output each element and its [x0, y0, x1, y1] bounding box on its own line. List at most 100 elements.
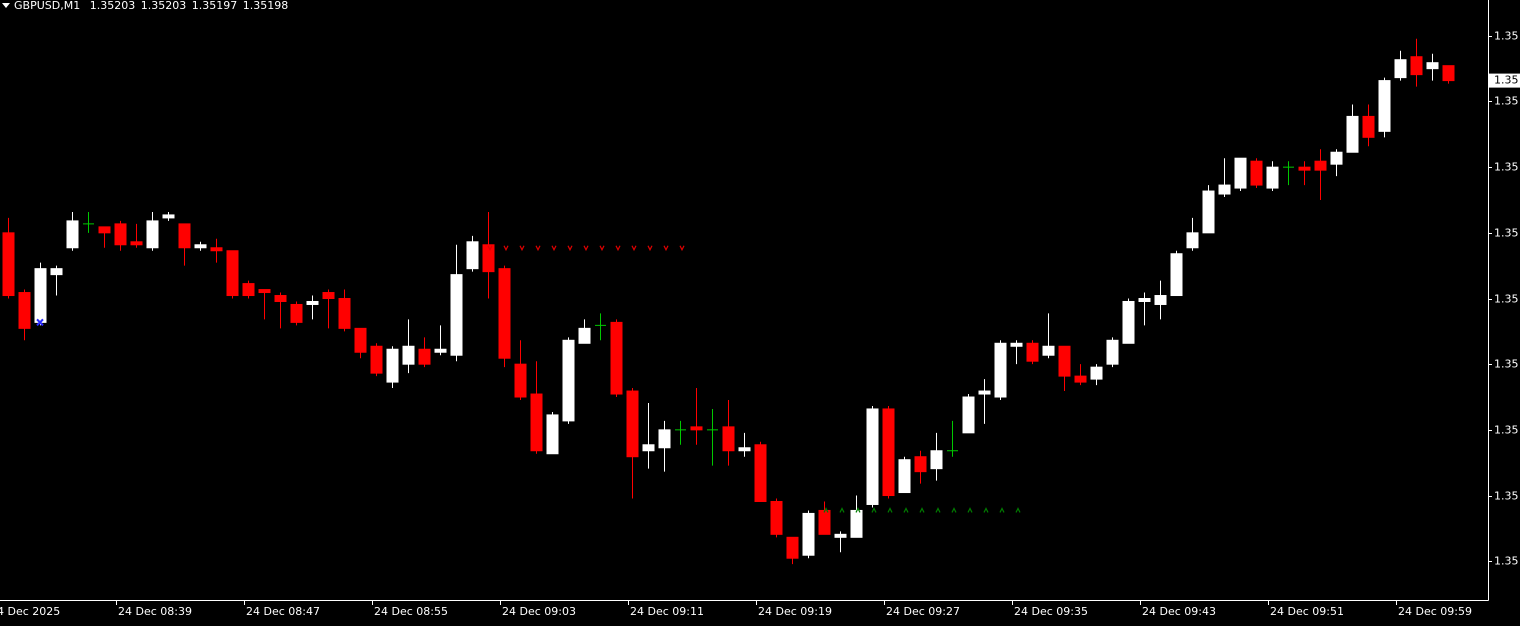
candle-body	[546, 414, 559, 455]
candle-body	[370, 345, 383, 374]
candle-body	[754, 444, 767, 502]
candle-body	[610, 321, 623, 395]
candle-body	[34, 268, 47, 323]
signal-arrow	[871, 507, 877, 513]
candle-body	[226, 250, 239, 297]
candle-body	[898, 459, 911, 494]
signal-arrow	[999, 507, 1005, 513]
candle-body	[386, 348, 399, 383]
y-tick-label: 1.35	[1494, 424, 1519, 437]
x-tick-label: 24 Dec 09:59	[1398, 605, 1472, 618]
candle-body	[514, 363, 527, 398]
candle-body	[962, 396, 975, 434]
signal-arrow	[855, 507, 861, 513]
candle-body	[978, 390, 991, 395]
candle-body	[1074, 375, 1087, 383]
quote-high: 1.35203	[141, 0, 187, 12]
symbol: GBPUSD,M1	[14, 0, 80, 12]
candle-body	[354, 327, 367, 353]
signal-arrow	[823, 507, 829, 513]
x-tick-label: 24 Dec 09:27	[886, 605, 960, 618]
candle-body	[642, 444, 655, 452]
y-tick-label: 1.35	[1494, 227, 1519, 240]
candle-body	[274, 295, 287, 302]
candle-body	[1426, 62, 1439, 70]
candle-body	[530, 393, 543, 452]
y-tick-label: 1.35	[1494, 161, 1519, 174]
candle-body	[1138, 298, 1151, 302]
y-tick-label: 1.35	[1494, 30, 1519, 43]
candle-body	[1314, 160, 1327, 171]
candle-body	[466, 241, 479, 270]
candle-body	[1298, 166, 1311, 171]
quote-close: 1.35198	[243, 0, 289, 12]
candle-body	[146, 220, 159, 249]
candle-body	[1250, 160, 1263, 186]
candle-body	[1186, 232, 1199, 249]
chart-header: GBPUSD,M1 1.35203 1.35203 1.35197 1.3519…	[14, 0, 288, 12]
candle-body	[290, 303, 303, 323]
signal-arrow	[551, 245, 557, 252]
x-tick-label: 24 Dec 08:39	[118, 605, 192, 618]
candle-body	[434, 348, 447, 353]
candle-body	[770, 500, 783, 535]
signal-arrow	[887, 507, 893, 513]
candle-body	[562, 339, 575, 422]
candle-body	[162, 214, 175, 219]
candle-body	[1442, 65, 1455, 82]
candle-body	[1010, 342, 1023, 347]
candle-body	[498, 268, 511, 359]
signal-arrow	[487, 245, 493, 252]
signal-arrow	[631, 245, 637, 252]
x-tick-label: 24 Dec 09:51	[1270, 605, 1344, 618]
signal-arrow	[903, 507, 909, 513]
signal-arrow	[839, 507, 845, 513]
signal-arrow	[615, 245, 621, 252]
candle-body	[1058, 345, 1071, 377]
y-tick-label: 1.35	[1494, 555, 1519, 568]
candle-body	[1218, 184, 1231, 195]
candle-body	[50, 268, 63, 276]
current-price-label: 1.35	[1494, 74, 1519, 87]
candle-body	[786, 536, 799, 559]
candle-body	[1026, 342, 1039, 362]
candle-body	[1170, 253, 1183, 297]
candle-body	[450, 274, 463, 356]
candle-body	[322, 292, 335, 300]
y-tick-label: 1.35	[1494, 293, 1519, 306]
signal-arrow	[567, 245, 573, 252]
candle-body	[994, 342, 1007, 398]
x-tick-label: 24 Dec 08:55	[374, 605, 448, 618]
signal-arrow	[679, 245, 685, 252]
candle-body	[194, 244, 207, 249]
candle-body	[18, 292, 31, 329]
candle-body	[722, 426, 735, 452]
candle-body	[482, 244, 495, 273]
candle-body	[914, 456, 927, 473]
candle-body	[658, 429, 671, 449]
candle-body	[1090, 366, 1103, 380]
candle-body	[626, 390, 639, 458]
candle-body	[834, 533, 847, 538]
candle-body	[242, 283, 255, 297]
candle-body	[1330, 151, 1343, 165]
candle-body	[818, 509, 831, 535]
x-tick-label: 24 Dec 2025	[0, 605, 60, 618]
candle-body	[690, 426, 703, 431]
candle-body	[338, 298, 351, 329]
candle-body	[1234, 157, 1247, 189]
candle-body	[114, 223, 127, 246]
signal-arrow	[535, 245, 541, 252]
candle-body	[1410, 56, 1423, 76]
candle-body	[1346, 115, 1359, 153]
candle-body	[1202, 190, 1215, 234]
candle-body	[178, 223, 191, 249]
menu-triangle[interactable]	[2, 3, 10, 8]
signal-arrow	[647, 245, 653, 252]
signal-arrow	[663, 245, 669, 252]
candle-body	[258, 289, 271, 294]
candle-body	[866, 408, 879, 505]
quote-open: 1.35203	[90, 0, 136, 12]
x-tick-label: 24 Dec 09:03	[502, 605, 576, 618]
